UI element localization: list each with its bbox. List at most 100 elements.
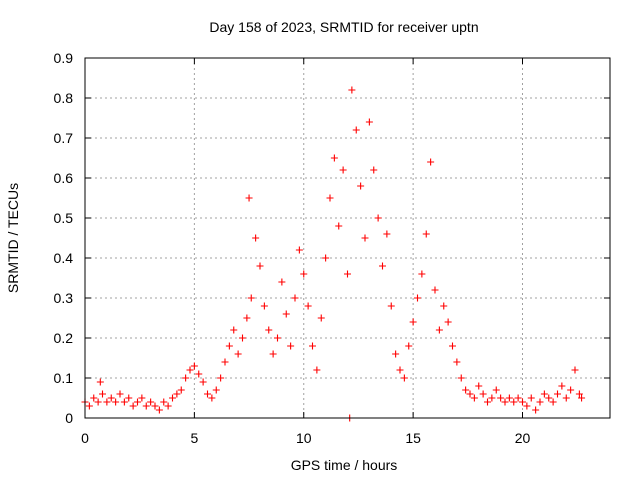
data-point	[484, 398, 491, 406]
data-point	[479, 390, 487, 398]
data-point	[365, 118, 373, 126]
data-point	[540, 390, 548, 398]
x-axis-label: GPS time / hours	[291, 457, 398, 473]
data-point	[260, 302, 268, 310]
data-point	[462, 386, 470, 394]
data-point	[370, 166, 378, 174]
data-point	[112, 398, 120, 406]
data-point	[239, 334, 246, 342]
data-point	[278, 278, 286, 286]
data-point	[322, 254, 330, 262]
data-point	[435, 326, 443, 334]
x-tick-label: 10	[296, 430, 312, 446]
data-point	[116, 390, 124, 398]
data-point	[488, 394, 496, 402]
data-point	[125, 394, 133, 402]
data-point	[151, 402, 159, 410]
data-point	[536, 398, 544, 406]
data-point	[164, 402, 172, 410]
data-point	[90, 394, 98, 402]
y-tick-label: 0.8	[54, 90, 74, 106]
data-point	[523, 402, 531, 410]
data-point	[177, 386, 185, 394]
data-point	[519, 398, 526, 406]
data-point	[383, 230, 391, 238]
y-tick-label: 0.2	[54, 330, 74, 346]
data-point	[94, 398, 102, 406]
data-point	[330, 154, 338, 162]
data-point	[466, 390, 474, 398]
data-point	[274, 334, 281, 342]
x-tick-label: 5	[190, 430, 198, 446]
data-point	[501, 398, 509, 406]
data-point	[571, 366, 579, 374]
y-tick-label: 0.3	[54, 290, 74, 306]
data-point	[287, 342, 295, 350]
data-point	[453, 358, 461, 366]
data-point	[357, 182, 365, 190]
y-tick-label: 0	[65, 410, 73, 426]
data-point	[300, 270, 308, 278]
data-point	[186, 366, 194, 374]
data-point	[173, 390, 181, 398]
data-point	[138, 394, 146, 402]
data-point	[348, 86, 356, 94]
data-point	[575, 390, 583, 398]
x-tick-label: 20	[515, 430, 531, 446]
y-tick-label: 0.7	[54, 130, 74, 146]
data-point	[313, 366, 321, 374]
data-point	[269, 350, 277, 358]
data-point	[304, 302, 312, 310]
data-point	[291, 294, 299, 302]
data-point	[558, 382, 566, 390]
data-point	[225, 342, 233, 350]
data-point	[129, 402, 137, 410]
y-tick-label: 0.6	[54, 170, 74, 186]
data-point	[282, 310, 290, 318]
data-point	[470, 394, 478, 402]
data-point	[85, 402, 93, 410]
data-point	[440, 302, 448, 310]
y-tick-label: 0.4	[54, 250, 74, 266]
data-point	[99, 390, 106, 398]
data-point	[449, 342, 456, 350]
data-point	[169, 394, 176, 402]
data-point	[532, 406, 540, 414]
data-points	[81, 86, 586, 422]
data-point	[344, 270, 351, 278]
data-point	[147, 398, 155, 406]
data-point	[567, 386, 575, 394]
data-point	[549, 398, 557, 406]
y-tick-label: 0.1	[54, 370, 74, 386]
data-point	[212, 386, 220, 394]
y-tick-label: 0.9	[54, 50, 74, 66]
data-point	[335, 222, 343, 230]
data-point	[243, 314, 251, 322]
y-axis-label: SRMTID / TECUs	[5, 183, 21, 293]
x-tick-label: 15	[405, 430, 421, 446]
data-point	[505, 394, 513, 402]
data-point	[155, 406, 163, 414]
data-point	[418, 270, 426, 278]
data-point	[562, 394, 570, 402]
data-point	[208, 394, 216, 402]
data-point	[221, 358, 229, 366]
data-point	[96, 378, 104, 386]
data-point	[182, 374, 190, 382]
data-point	[120, 398, 128, 406]
data-point	[199, 378, 207, 386]
data-point	[339, 166, 347, 174]
data-point	[374, 214, 382, 222]
data-point	[475, 382, 483, 390]
data-point	[217, 374, 225, 382]
data-point	[245, 194, 253, 202]
data-point	[190, 362, 198, 370]
data-point	[326, 194, 334, 202]
x-tick-label: 0	[81, 430, 89, 446]
data-point	[252, 234, 260, 242]
data-point	[387, 302, 395, 310]
data-point	[142, 402, 150, 410]
data-point	[230, 326, 238, 334]
data-point	[457, 374, 465, 382]
